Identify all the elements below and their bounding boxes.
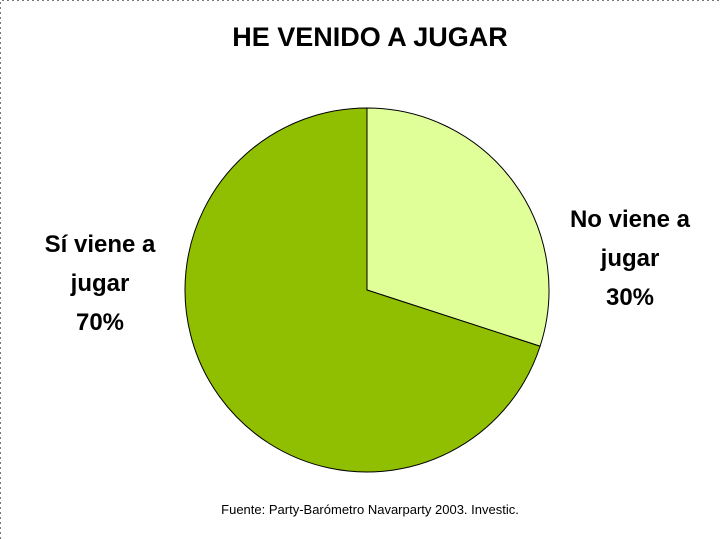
value-label: 70% — [75, 309, 125, 336]
value-label: 30% — [605, 284, 655, 311]
category-label: Sí viene a jugar — [44, 231, 156, 297]
slice-label: No viene a jugar 30% — [555, 200, 705, 317]
pie-slice — [366, 107, 550, 347]
slice-label: Sí viene a jugar 70% — [25, 225, 175, 342]
category-label: No viene a jugar — [569, 206, 691, 272]
pie-slice — [184, 107, 541, 473]
chart-title: HE VENIDO A JUGAR — [232, 22, 508, 52]
source-note: Fuente: Party-Barómetro Navarparty 2003.… — [221, 502, 519, 517]
